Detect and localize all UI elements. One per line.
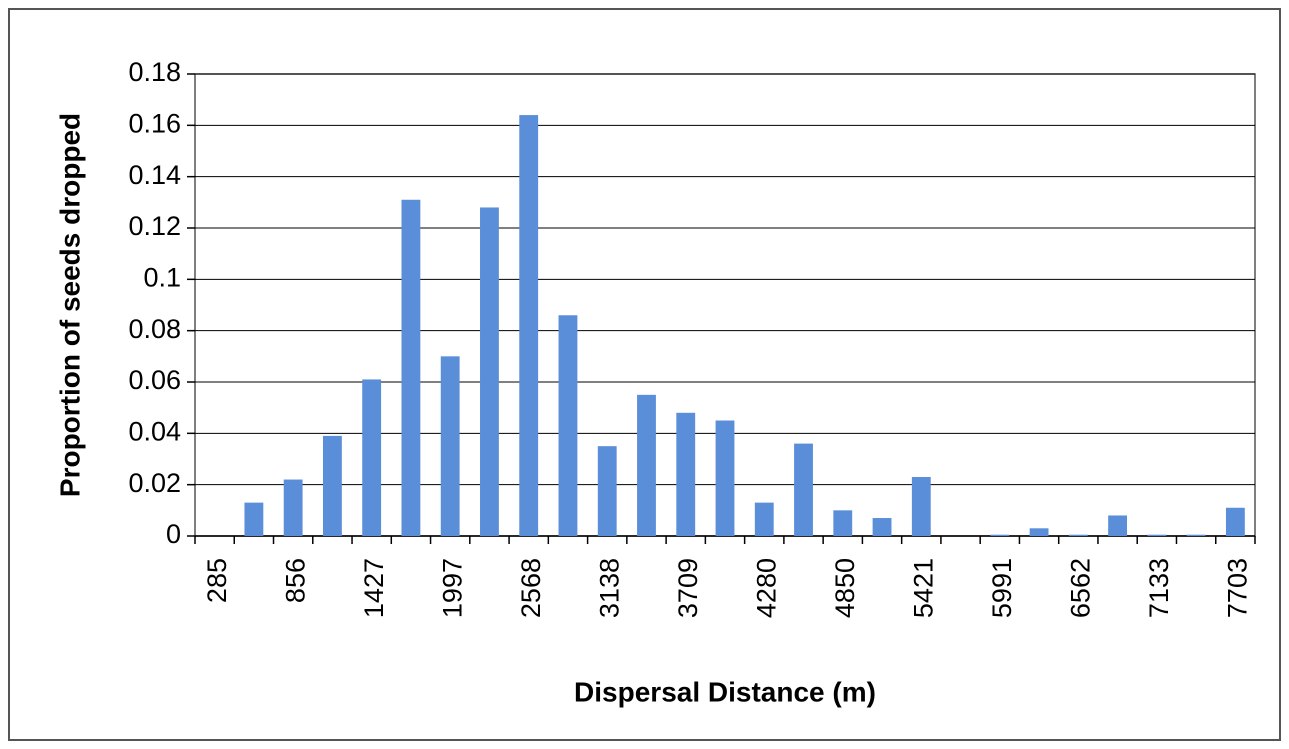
x-tick-label: 4280: [751, 558, 781, 618]
bar: [833, 510, 853, 536]
y-tick-label: 0.02: [128, 468, 181, 498]
bar: [872, 518, 892, 536]
x-tick-label: 6562: [1065, 558, 1095, 618]
y-tick-label: 0.16: [128, 108, 181, 138]
bar: [597, 446, 617, 536]
bar: [754, 502, 774, 536]
bar: [283, 479, 303, 536]
bar: [715, 420, 735, 536]
bar: [480, 207, 499, 536]
x-tick-label: 5421: [908, 558, 938, 618]
bar: [440, 356, 460, 536]
x-tick-label: 5991: [987, 558, 1017, 618]
y-tick-label: 0.18: [128, 57, 181, 87]
x-axis-title: Dispersal Distance (m): [574, 676, 876, 707]
y-tick-label: 0.14: [128, 160, 181, 190]
x-tick-label: 1427: [359, 558, 389, 618]
y-tick-label: 0.06: [128, 365, 181, 395]
bar: [794, 443, 813, 536]
x-tick-label: 4850: [830, 558, 860, 618]
bar: [362, 379, 382, 536]
x-tick-label: 2568: [516, 558, 546, 618]
bar: [519, 115, 539, 537]
y-tick-label: 0: [166, 519, 181, 549]
x-tick-label: 7703: [1222, 558, 1252, 618]
bar: [1108, 515, 1128, 536]
bar: [637, 394, 656, 536]
bar: [401, 199, 421, 536]
bar: [1068, 534, 1088, 536]
chart-frame: [8, 8, 1281, 741]
x-tick-label: 1997: [437, 558, 467, 618]
bar: [1029, 528, 1049, 536]
x-tick-label: 3138: [594, 558, 624, 618]
x-tick-label: 856: [280, 558, 310, 603]
y-axis-title: Proportion of seeds dropped: [54, 113, 85, 497]
y-tick-label: 0.12: [128, 211, 181, 241]
y-tick-label: 0.1: [143, 262, 181, 292]
bar: [1225, 507, 1245, 536]
bar: [990, 534, 1010, 536]
bar: [1186, 534, 1206, 536]
x-tick-label: 3709: [673, 558, 703, 618]
y-tick-label: 0.08: [128, 314, 181, 344]
x-tick-label: 7133: [1144, 558, 1174, 618]
y-tick-label: 0.04: [128, 416, 181, 446]
bar: [244, 502, 264, 536]
bar: [558, 315, 578, 536]
bar: [322, 435, 342, 536]
bar: [1147, 534, 1167, 536]
bar: [676, 412, 696, 536]
bar: [911, 476, 931, 536]
x-tick-label: 285: [202, 558, 232, 603]
